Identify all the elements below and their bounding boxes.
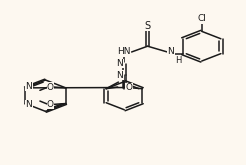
- Text: N: N: [25, 100, 32, 109]
- Text: O: O: [47, 100, 54, 109]
- Text: HN: HN: [118, 48, 131, 56]
- Text: Cl: Cl: [197, 14, 206, 23]
- Text: O: O: [125, 83, 132, 92]
- Text: N: N: [116, 71, 123, 80]
- Text: N: N: [116, 59, 123, 68]
- Text: N: N: [168, 48, 174, 56]
- Text: S: S: [145, 21, 151, 31]
- Text: O: O: [47, 82, 54, 92]
- Text: H: H: [175, 56, 181, 65]
- Text: N: N: [25, 82, 32, 91]
